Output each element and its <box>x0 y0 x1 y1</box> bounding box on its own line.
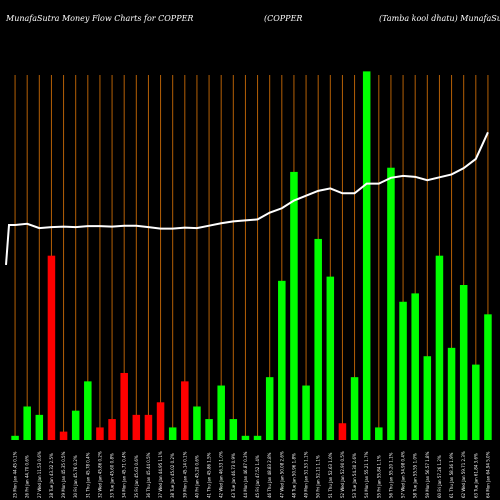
x-tick-label: 56 Thu Jan 55.20 1.1% <box>388 452 393 498</box>
x-tick-label: 34 Mon Jan 45.71 0.4% <box>122 451 127 498</box>
x-tick-label: 49 Mon Jan 51.53 1.1% <box>304 451 309 498</box>
x-tick-label: 47 Wed Jan 50.08 2.6% <box>279 451 284 498</box>
money-flow-bar <box>132 414 141 440</box>
money-flow-bar <box>193 406 201 440</box>
price-line <box>5 131 489 266</box>
money-flow-bar <box>375 427 383 440</box>
money-flow-bar <box>23 406 31 440</box>
x-tick-label: 33 Tue Jan 45.60 0.8% <box>110 453 115 498</box>
x-tick-label: 54 Mon Jan 55.21 1.7% <box>364 451 369 498</box>
x-tick-label: 27 Wed Jan 11.53 0.6% <box>37 451 42 498</box>
money-flow-bar <box>302 385 310 440</box>
x-tick-label: 40 Fri Jan 45.20 0.6% <box>194 455 199 498</box>
x-tick-label: 41 Thu Jan 45.86 1.5% <box>207 452 212 498</box>
money-flow-bar <box>108 419 116 440</box>
money-flow-bar <box>484 314 492 440</box>
money-flow-bar <box>144 414 153 440</box>
money-flow-bar <box>399 301 407 440</box>
money-flow-bar <box>11 435 19 440</box>
money-flow-bar <box>314 238 322 440</box>
x-tick-label: 45 Fri Jan 47.52 1.4% <box>255 455 260 498</box>
money-flow-bar <box>241 435 250 440</box>
x-tick-label: 35 Fri Jan 45.63 0.6% <box>134 455 139 498</box>
x-tick-label: 62 Wed Jan 59.71 2.3% <box>461 451 466 498</box>
money-flow-bar <box>278 280 286 440</box>
money-flow-bar <box>168 427 177 440</box>
money-flow-bar <box>217 385 225 440</box>
money-flow-bar <box>59 431 68 440</box>
x-tick-label: 25 Mon Jan 44.45 0.1% <box>13 451 18 498</box>
money-flow-bar <box>423 356 432 440</box>
x-tick-label: 42 Wed Jan 46.33 1.0% <box>219 451 224 498</box>
money-flow-bar <box>120 372 128 440</box>
x-tick-label: 57 Wed Jan 54.98 0.4% <box>401 451 406 498</box>
x-axis-labels: 25 Mon Jan 44.45 0.1% 26 Fri Jan 44.70 0.… <box>13 451 491 498</box>
money-flow-bar <box>447 347 456 440</box>
x-tick-label: 59 Mon Jan 56.57 1.8% <box>425 451 430 498</box>
chart-bars <box>11 71 492 440</box>
money-flow-bar <box>362 71 371 440</box>
x-tick-label: 50 Fri Jan 52.11 1.1% <box>316 455 321 498</box>
money-flow-bar <box>253 435 262 440</box>
x-tick-label: 32 Wed Jan 45.86 0.2% <box>97 451 102 498</box>
x-tick-label: 58 Tue Jan 55.55 1.0% <box>413 453 418 498</box>
x-tick-label: 39 Mon Jan 45.14 0.1% <box>182 451 187 498</box>
money-flow-bar <box>338 423 347 440</box>
money-flow-bar <box>387 167 395 440</box>
money-flow-bar <box>290 171 298 440</box>
header-right: (Tamba kool dhatu) MunafaSutra.com <box>379 14 500 23</box>
header-middle: (COPPER <box>264 14 302 23</box>
money-flow-bar <box>35 414 44 440</box>
money-flow-bar <box>229 419 238 440</box>
x-tick-label: 30 Fri Jan 45.76 0.2% <box>73 455 78 498</box>
money-flow-bar <box>156 402 165 440</box>
x-tick-label: 29 Mon Jan 45.35 0.5% <box>61 451 66 498</box>
x-tick-label: 55 Fri Jan 55.84 1.1% <box>376 455 381 498</box>
x-tick-label: 53 Tue Jan 54.30 2.6% <box>352 453 357 498</box>
x-tick-label: 36 Thu Jan 45.44 0.5% <box>146 452 151 498</box>
x-tick-label: 48 Tue Jan 50.96 1.8% <box>291 453 296 498</box>
money-flow-bar <box>265 377 274 440</box>
x-tick-label: 43 Tue Jan 46.73 0.9% <box>231 453 236 498</box>
money-flow-bar <box>435 255 444 440</box>
x-tick-label: 28 Tue Jan 43.32 2.5% <box>49 453 54 498</box>
money-flow-bar <box>326 276 335 440</box>
money-flow-bar <box>459 285 468 440</box>
x-tick-label: 52 Wed Jan 52.90 0.5% <box>340 451 345 498</box>
x-tick-label: 31 Thu Jan 45.78 0.4% <box>85 452 90 498</box>
x-tick-label: 37 Wed Jan 44.95 1.1% <box>158 451 163 498</box>
money-flow-bar <box>350 377 359 440</box>
money-flow-bar <box>205 419 213 440</box>
x-tick-label: 38 Tue Jan 45.02 0.2% <box>170 453 175 498</box>
x-tick-label: 26 Fri Jan 44.70 0.6% <box>25 455 30 498</box>
money-flow-bar <box>181 381 189 440</box>
x-tick-label: 46 Thu Jan 48.83 2.8% <box>267 452 272 498</box>
money-flow-bar <box>47 255 56 440</box>
x-tick-label: 51 Thu Jan 52.63 1.0% <box>328 452 333 498</box>
money-flow-bar <box>96 427 104 440</box>
money-flow-bar <box>71 410 80 440</box>
money-flow-bar <box>411 293 419 440</box>
header-left: MunafaSutra Money Flow Charts for COPPER <box>5 14 193 23</box>
money-flow-bar <box>472 364 480 440</box>
x-tick-label: 60 Fri Jan 57.26 1.2% <box>437 455 442 498</box>
x-tick-label: 64 Mon Jan 64.94 5.0% <box>485 451 490 498</box>
x-tick-label: 44 Mon Jan 46.87 0.3% <box>243 451 248 498</box>
x-tick-label: 61 Thu Jan 58.36 1.9% <box>449 452 454 498</box>
money-flow-bar <box>84 381 92 440</box>
x-tick-label: 63 Tue Jan 61.84 3.6% <box>473 453 478 498</box>
